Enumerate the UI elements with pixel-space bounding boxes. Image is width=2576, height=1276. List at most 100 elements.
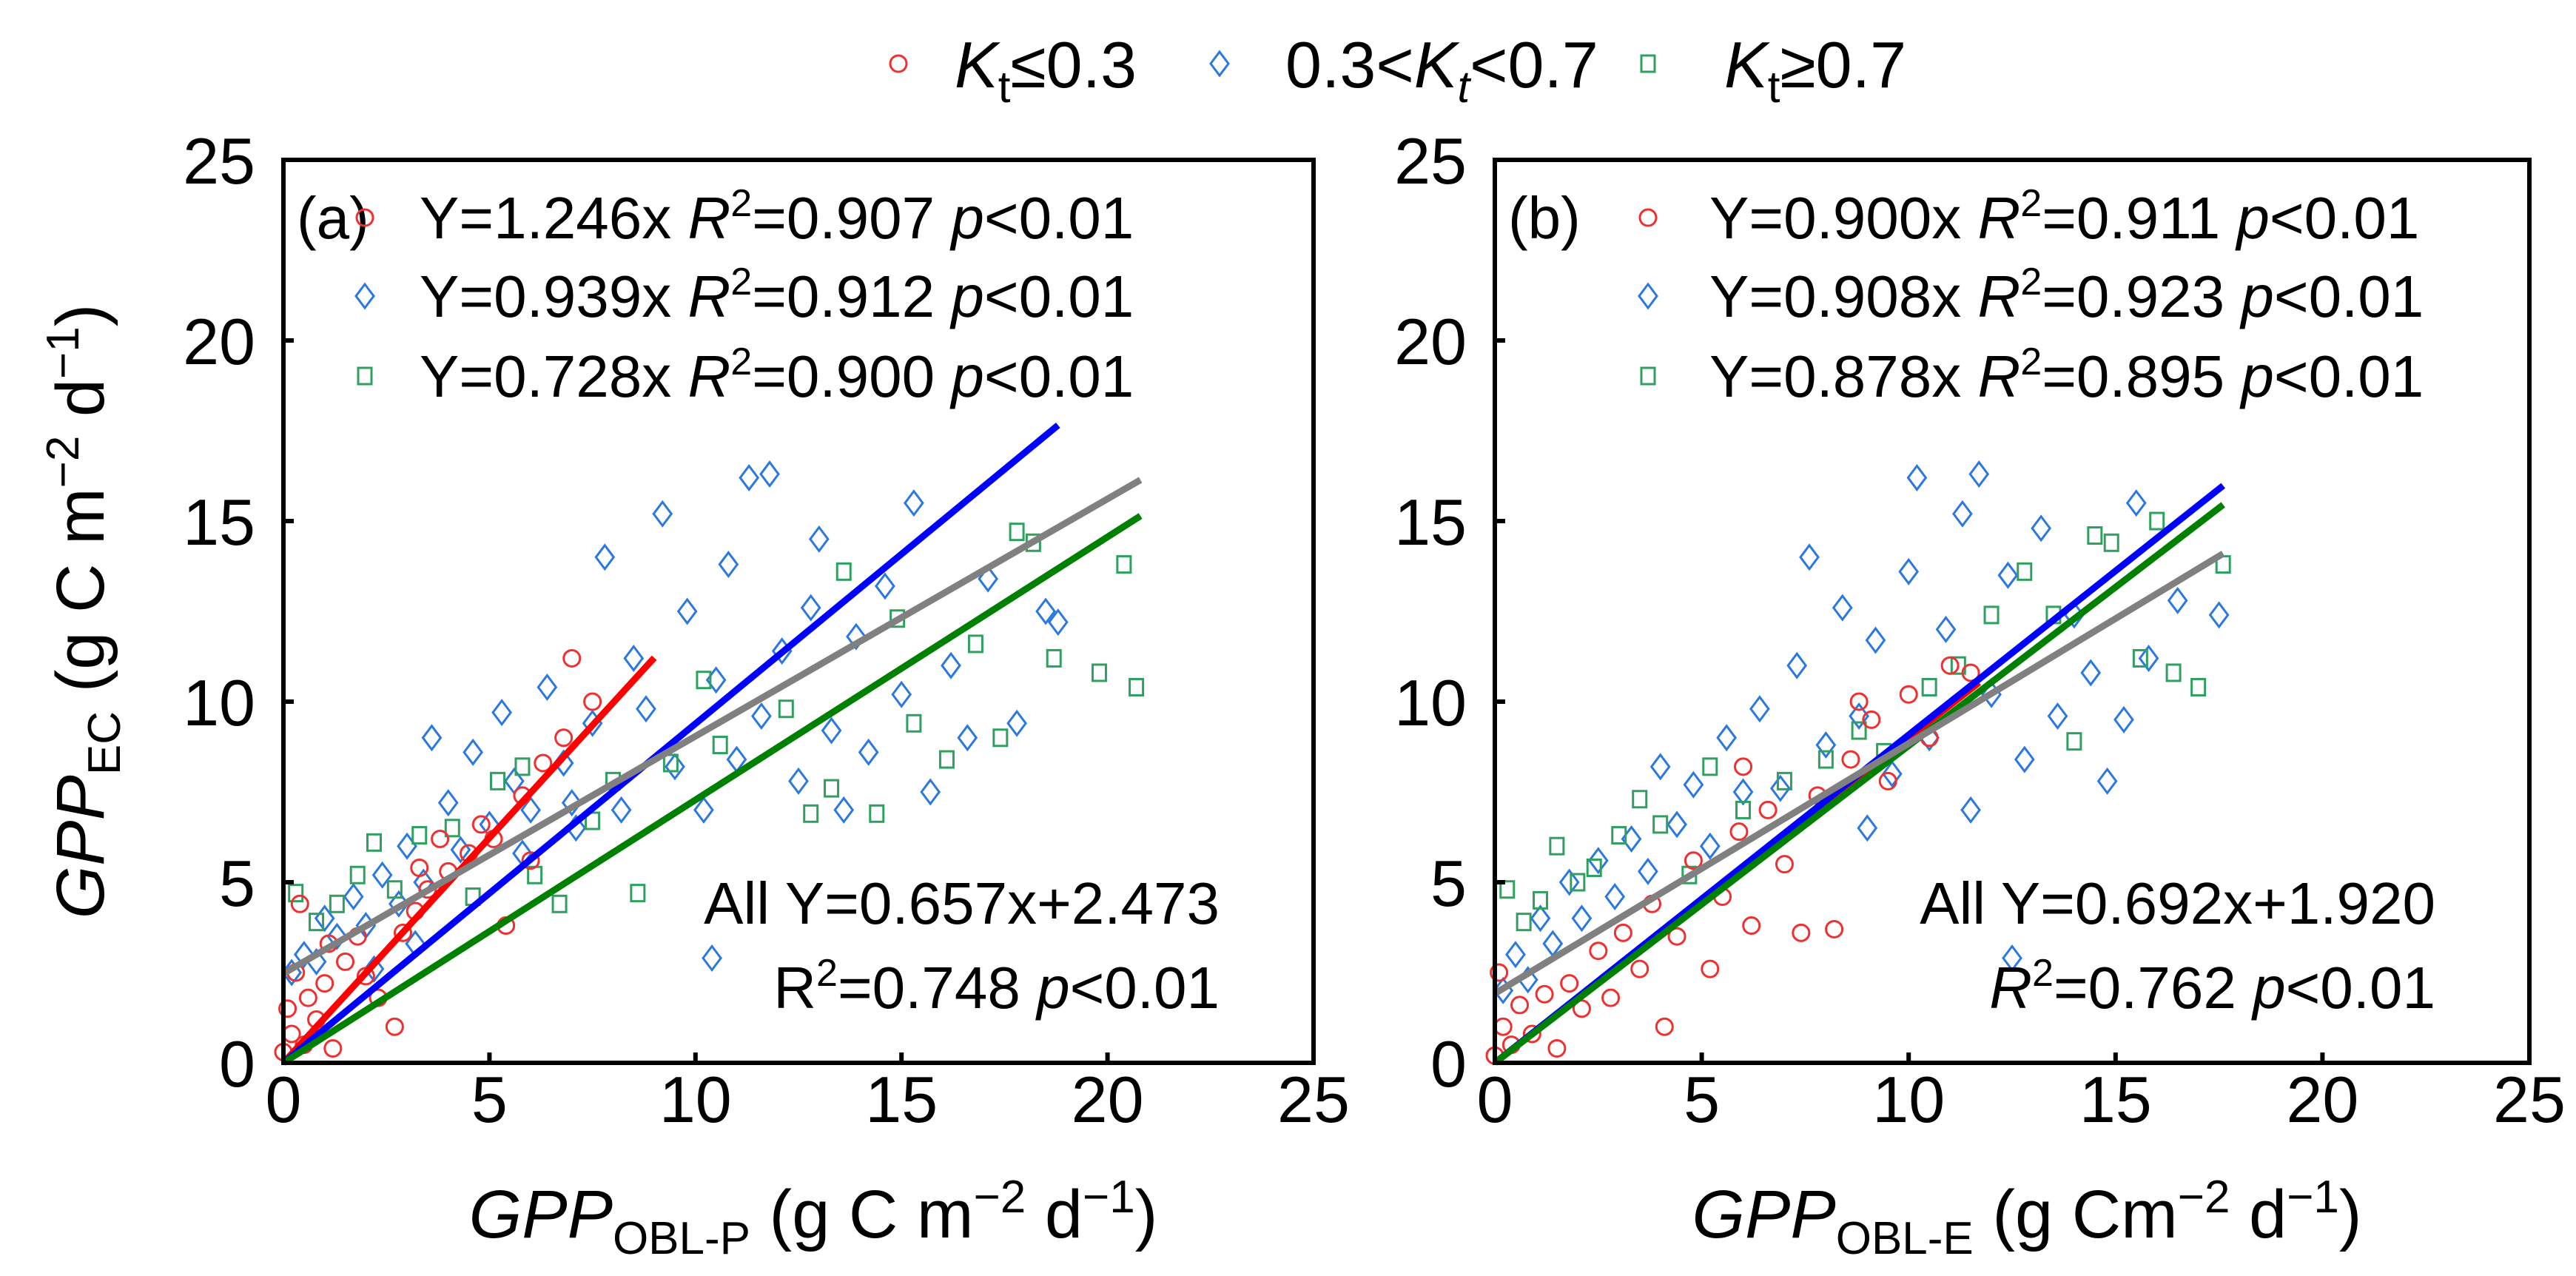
data-point-high — [514, 757, 531, 776]
data-point-mid — [1997, 561, 2019, 589]
axis-label-superscript: −1 — [1083, 1172, 1135, 1223]
data-point-mid — [2096, 767, 2118, 795]
data-point-low — [1667, 927, 1686, 946]
legend-marker-diamond — [1209, 50, 1230, 78]
data-point-mid — [491, 699, 512, 727]
x-tick-label: 20 — [2286, 1063, 2358, 1136]
data-point-high — [696, 671, 712, 690]
r-label: R — [1989, 955, 2032, 1021]
p-value: <0.01 — [2274, 263, 2424, 329]
data-point-low — [385, 1017, 404, 1036]
r-superscript: 2 — [730, 261, 752, 303]
axis-label-main: GPP — [469, 1177, 613, 1252]
equation-marker-high — [1640, 366, 1656, 386]
data-point-mid — [920, 778, 941, 806]
legend-label-mid: 0.3<Kt<0.7 — [1285, 28, 1598, 112]
data-point-high — [1983, 605, 2000, 625]
p-label: p — [2251, 955, 2286, 1021]
data-point-low — [1613, 923, 1632, 942]
equation-text: Y=0.878x — [1709, 343, 1978, 409]
panel-label: (a) — [297, 185, 369, 251]
x-tick-label: 20 — [1072, 1063, 1144, 1136]
equation-mid: Y=0.908x R2=0.923 p<0.01 — [1709, 261, 2424, 329]
equation-text: Y=0.728x — [420, 343, 688, 409]
x-tick-label: 5 — [1684, 1063, 1720, 1136]
legend-marker-square — [1640, 54, 1656, 73]
data-point-low — [1775, 855, 1794, 874]
data-point-low — [1589, 941, 1608, 961]
r-superscript: 2 — [816, 952, 838, 995]
legend: Kt≤0.3 0.3<Kt<0.7 Kt≥0.7 — [889, 28, 1906, 112]
data-point-high — [1817, 750, 1834, 769]
data-point-mid — [2208, 601, 2230, 629]
data-point-low — [1899, 685, 1918, 704]
data-point-high — [869, 804, 885, 823]
data-point-low — [1825, 919, 1844, 938]
y-tick-label: 20 — [1394, 305, 1467, 378]
axis-label-superscript: −1 — [2287, 1172, 2339, 1223]
x-tick-label: 15 — [2079, 1063, 2152, 1136]
data-point-low — [1940, 656, 1960, 675]
p-value: <0.01 — [2286, 955, 2435, 1021]
data-point-mid — [676, 597, 698, 625]
axis-label-superscript: −1 — [38, 326, 89, 379]
data-point-mid — [858, 738, 879, 766]
equation-marker-mid — [1638, 282, 1658, 310]
r-superscript: 2 — [730, 340, 752, 383]
r2-value: =0.912 — [752, 263, 951, 329]
r2-value: =0.900 — [752, 343, 951, 409]
p-label: p — [2239, 263, 2274, 329]
r-label: R — [1978, 185, 2021, 251]
data-point-mid — [1667, 810, 1687, 839]
data-point-mid — [1960, 796, 1981, 824]
r2-value: =0.911 — [2042, 185, 2236, 251]
equation-mid: Y=0.939x R2=0.912 p<0.01 — [420, 261, 1134, 329]
data-point-mid — [611, 796, 632, 824]
equation-low: Y=1.246x R2=0.907 p<0.01 — [420, 182, 1134, 251]
data-point-high — [2165, 663, 2182, 682]
data-point-mid — [421, 724, 443, 752]
data-point-high — [1735, 800, 1752, 819]
data-point-high — [630, 884, 646, 903]
data-point-low — [1734, 757, 1753, 776]
data-point-mid — [2138, 644, 2159, 672]
axis-label-text: (g C m — [750, 1177, 974, 1252]
legend-text: K — [1724, 28, 1770, 101]
data-point-mid — [808, 525, 830, 553]
data-point-low — [583, 692, 602, 711]
data-point-mid — [1035, 597, 1056, 625]
data-point-mid — [1968, 460, 1990, 488]
equation-text: Y=0.939x — [420, 263, 688, 329]
x-axis-label: GPPOBL-E (g Cm−2 d−1) — [1692, 1172, 2361, 1264]
y-tick-label: 5 — [219, 847, 255, 920]
data-point-mid — [2080, 659, 2102, 687]
legend-subscript: t — [1457, 62, 1471, 112]
y-tick-label: 25 — [183, 124, 255, 198]
p-value: <0.01 — [2274, 343, 2424, 409]
data-point-low — [1742, 916, 1761, 936]
data-point-mid — [1881, 760, 1903, 788]
data-point-mid — [1898, 557, 1920, 585]
legend-text: K — [1414, 28, 1460, 101]
data-point-mid — [2014, 745, 2035, 773]
data-point-low — [1758, 800, 1778, 819]
y-axis-label: GPPEC (g C m−2 d−1) — [38, 304, 130, 919]
data-point-high — [2103, 533, 2119, 552]
data-point-mid — [1530, 904, 1551, 933]
data-point-mid — [1638, 857, 1658, 885]
data-point-high — [2017, 562, 2033, 581]
equation-low: Y=0.900x R2=0.911 p<0.01 — [1709, 182, 2419, 251]
data-point-low — [410, 858, 429, 877]
data-point-low — [534, 753, 553, 773]
data-point-mid — [788, 767, 809, 795]
axis-label-text: (g C m — [43, 488, 118, 711]
data-point-low — [290, 894, 309, 913]
data-point-high — [712, 736, 728, 755]
axis-label-superscript: −2 — [974, 1172, 1026, 1223]
all-fit-stats: R2=0.762 p<0.01 — [1989, 952, 2435, 1021]
fit-line-high — [1493, 502, 2225, 1066]
data-point-mid — [520, 796, 541, 824]
axis-label-text: d — [1026, 1177, 1083, 1252]
legend-text: <0.7 — [1470, 28, 1598, 101]
